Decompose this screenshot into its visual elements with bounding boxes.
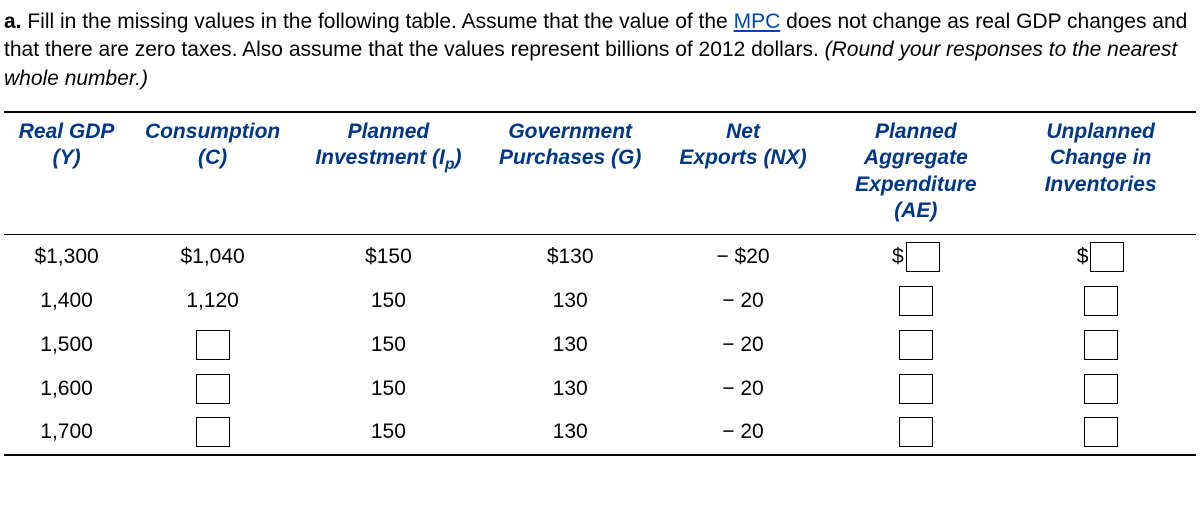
cell-c-input[interactable] [196, 330, 230, 360]
cell-y: 1,700 [4, 411, 129, 455]
cell-c: $1,040 [129, 235, 296, 279]
cell-inv: $ [1005, 235, 1196, 279]
table-row: 1,700 150130− 20 [4, 411, 1196, 455]
cell-ae: $ [826, 235, 1005, 279]
cell-inv-input[interactable] [1084, 417, 1118, 447]
cell-nx: − 20 [660, 279, 827, 323]
dollar-sign: $ [1077, 245, 1089, 269]
cell-inv-input[interactable] [1090, 242, 1124, 272]
cell-ip: 150 [296, 279, 481, 323]
cell-y: 1,500 [4, 323, 129, 367]
cell-ae [826, 367, 1005, 411]
col-header-y: Real GDP (Y) [4, 112, 129, 235]
mpc-link[interactable]: MPC [734, 10, 781, 33]
cell-ae-input[interactable] [899, 286, 933, 316]
cell-ae [826, 411, 1005, 455]
col-header-inv: Unplanned Change in Inventories [1005, 112, 1196, 235]
col-header-c: Consumption (C) [129, 112, 296, 235]
cell-y: 1,400 [4, 279, 129, 323]
cell-c [129, 323, 296, 367]
col-header-ae: Planned Aggregate Expenditure (AE) [826, 112, 1005, 235]
col-header-ip: Planned Investment (Ip) [296, 112, 481, 235]
cell-c [129, 411, 296, 455]
cell-g: $130 [481, 235, 660, 279]
cell-ae-input[interactable] [906, 242, 940, 272]
cell-y: 1,600 [4, 367, 129, 411]
cell-g: 130 [481, 279, 660, 323]
question-prompt: a. Fill in the missing values in the fol… [4, 8, 1196, 93]
table-header-row: Real GDP (Y) Consumption (C) Planned Inv… [4, 112, 1196, 235]
cell-nx: − 20 [660, 367, 827, 411]
cell-ae-input[interactable] [899, 330, 933, 360]
cell-inv [1005, 367, 1196, 411]
table-row: 1,600 150130− 20 [4, 367, 1196, 411]
table-row: 1,4001,120150130− 20 [4, 279, 1196, 323]
cell-g: 130 [481, 411, 660, 455]
prompt-text-1: Fill in the missing values in the follow… [22, 10, 734, 33]
cell-nx: − 20 [660, 323, 827, 367]
economics-table: Real GDP (Y) Consumption (C) Planned Inv… [4, 111, 1196, 456]
cell-inv [1005, 279, 1196, 323]
cell-ip: $150 [296, 235, 481, 279]
question-label: a. [4, 10, 22, 33]
cell-inv [1005, 323, 1196, 367]
cell-ae-input[interactable] [899, 374, 933, 404]
cell-nx: − 20 [660, 411, 827, 455]
cell-inv-input[interactable] [1084, 374, 1118, 404]
cell-c-input[interactable] [196, 374, 230, 404]
dollar-sign: $ [892, 245, 904, 269]
cell-ip: 150 [296, 367, 481, 411]
cell-inv [1005, 411, 1196, 455]
col-header-g: Government Purchases (G) [481, 112, 660, 235]
cell-c: 1,120 [129, 279, 296, 323]
cell-inv-input[interactable] [1084, 330, 1118, 360]
table-body: $1,300$1,040$150$130− $20$$1,4001,120150… [4, 235, 1196, 455]
col-header-nx: Net Exports (NX) [660, 112, 827, 235]
cell-ae [826, 279, 1005, 323]
cell-ip: 150 [296, 411, 481, 455]
cell-ae [826, 323, 1005, 367]
cell-ae-input[interactable] [899, 417, 933, 447]
cell-y: $1,300 [4, 235, 129, 279]
cell-c [129, 367, 296, 411]
cell-ip: 150 [296, 323, 481, 367]
table-row: $1,300$1,040$150$130− $20 $ $ [4, 235, 1196, 279]
cell-c-input[interactable] [196, 417, 230, 447]
cell-nx: − $20 [660, 235, 827, 279]
table-row: 1,500 150130− 20 [4, 323, 1196, 367]
cell-inv-input[interactable] [1084, 286, 1118, 316]
cell-g: 130 [481, 323, 660, 367]
cell-g: 130 [481, 367, 660, 411]
